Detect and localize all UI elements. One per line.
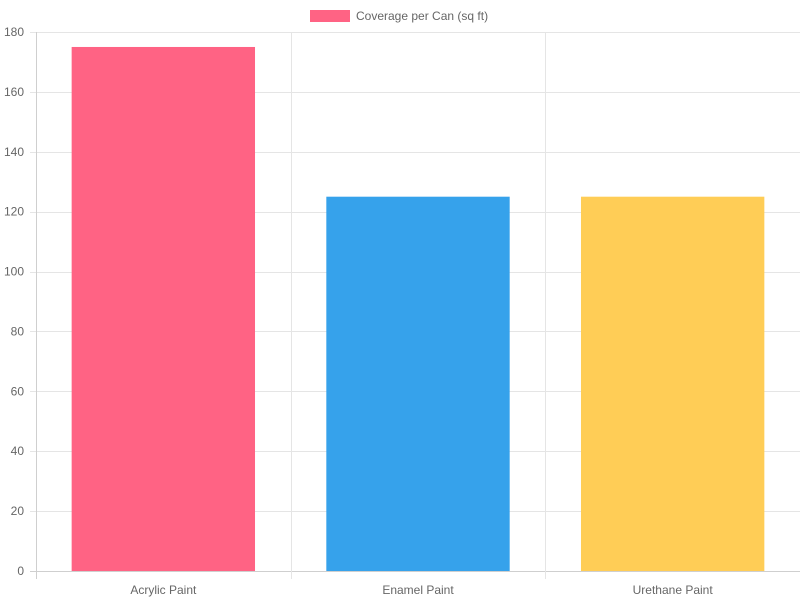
- legend[interactable]: Coverage per Can (sq ft): [310, 9, 488, 23]
- y-tick-label: 60: [11, 384, 25, 398]
- y-tick-label: 0: [17, 564, 24, 578]
- y-tick-label: 180: [4, 25, 24, 39]
- y-tick-label: 80: [11, 324, 25, 338]
- y-tick-label: 20: [11, 504, 25, 518]
- y-axis: 0 20 40 60 80 100 120 140 160 180: [4, 25, 24, 578]
- x-axis: Acrylic Paint Enamel Paint Urethane Paint: [130, 583, 713, 597]
- y-tick-label: 160: [4, 85, 24, 99]
- bar-enamel-paint[interactable]: [326, 196, 510, 571]
- bars: [71, 46, 765, 571]
- x-tick-label: Acrylic Paint: [130, 583, 197, 597]
- legend-swatch: [310, 10, 350, 22]
- y-tick-label: 40: [11, 444, 25, 458]
- x-tick-label: Urethane Paint: [633, 583, 714, 597]
- legend-label: Coverage per Can (sq ft): [356, 9, 488, 23]
- bar-urethane-paint[interactable]: [580, 196, 765, 571]
- bar-acrylic-paint[interactable]: [71, 46, 256, 571]
- y-tick-label: 140: [4, 145, 24, 159]
- y-tick-label: 100: [4, 265, 24, 279]
- y-tick-label: 120: [4, 205, 24, 219]
- x-tick-label: Enamel Paint: [382, 583, 454, 597]
